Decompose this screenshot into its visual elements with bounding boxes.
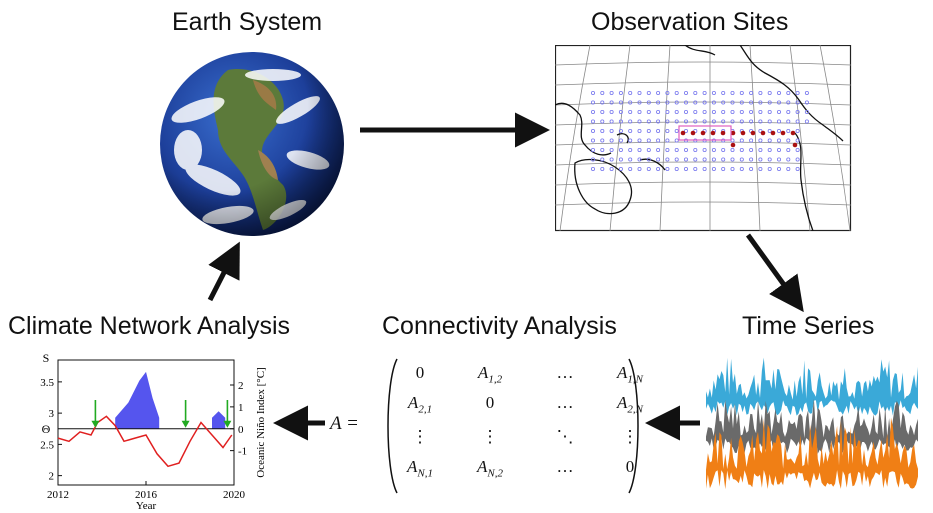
- arrow-sites-to-timeseries: [745, 233, 804, 313]
- matrix-cell: A1,N: [617, 363, 643, 386]
- matrix-cell: …: [556, 363, 574, 382]
- earth-system-title: Earth System: [172, 8, 323, 36]
- matrix-cell: ⋮: [621, 427, 639, 446]
- site-highlight: [720, 130, 726, 136]
- time-series-band: [706, 417, 918, 490]
- y-left-tick-label: 3: [49, 408, 55, 420]
- y-left-tick-label: 2.5: [40, 439, 54, 451]
- site-highlight: [710, 130, 716, 136]
- theta-label: Θ: [42, 422, 51, 436]
- matrix-cell: ⋮: [411, 427, 429, 446]
- x-tick-label: 2016: [135, 489, 158, 501]
- arrow-chart-to-earth: [207, 241, 240, 302]
- time-series-title: Time Series: [742, 312, 875, 340]
- oni-area: [115, 371, 160, 429]
- y-right-tick-label: -1: [238, 446, 247, 458]
- matrix-cell: 0: [625, 457, 635, 476]
- y-right-tick-label: 0: [238, 424, 244, 436]
- matrix-cell: ⋮: [481, 427, 499, 446]
- climate-network-chart: 2012 2016 2020 2 2.5 3 3.5 -1 0 1 2 S Θ Year Oceanic N…: [40, 351, 267, 512]
- time-series-plot: [706, 357, 918, 490]
- matrix-cell: A2,N: [617, 393, 643, 416]
- matrix-cell: ⋱: [556, 427, 574, 446]
- matrix-cell: A2,1: [407, 393, 433, 416]
- matrix-cell: AN,1: [407, 457, 433, 480]
- adjacency-matrix: A = 0 A1,2 … A1,N A2,1 0 … A2,N ⋮ ⋮ ⋱ ⋮ AN,1 AN,2 … 0: [330, 355, 645, 495]
- earth-globe-icon: [160, 52, 344, 236]
- matrix-cell: 0: [485, 393, 495, 412]
- matrix-brackets: [387, 358, 639, 494]
- s-curve: [57, 415, 233, 468]
- y-right-tick-label: 2: [238, 380, 244, 392]
- site-highlight: [780, 130, 786, 136]
- observation-map: [555, 45, 852, 232]
- climate-network-analysis-title: Climate Network Analysis: [8, 312, 291, 340]
- matrix-cell: …: [556, 393, 574, 412]
- site-highlight: [700, 130, 706, 136]
- x-tick-label: 2020: [223, 489, 246, 501]
- matrix-lhs: A =: [330, 413, 359, 434]
- oni-area: [212, 411, 226, 429]
- site-highlight: [740, 130, 746, 136]
- site-highlight: [730, 130, 736, 136]
- site-highlight: [790, 130, 796, 136]
- x-tick-label: 2012: [47, 489, 69, 501]
- x-axis-label: Year: [136, 500, 157, 512]
- site-highlight: [770, 130, 776, 136]
- matrix-cell: 0: [415, 363, 425, 382]
- site-highlight: [680, 130, 686, 136]
- y-left-tick-label: 2: [49, 471, 55, 483]
- observation-sites-title: Observation Sites: [591, 8, 789, 36]
- site-highlight: [750, 130, 756, 136]
- y-right-label: Oceanic Niño Index [°C]: [255, 367, 267, 477]
- y-left-tick-label: 3.5: [40, 377, 54, 389]
- matrix-cell: …: [556, 457, 574, 476]
- time-series-band: [706, 357, 918, 416]
- site-highlight: [760, 130, 766, 136]
- y-left-label: S: [43, 351, 50, 365]
- matrix-cell: AN,2: [477, 457, 503, 480]
- site-highlight: [690, 130, 696, 136]
- y-right-tick-label: 1: [238, 402, 244, 414]
- connectivity-analysis-title: Connectivity Analysis: [382, 312, 617, 340]
- matrix-cell: A1,2: [477, 363, 503, 386]
- time-series-band: [706, 398, 918, 454]
